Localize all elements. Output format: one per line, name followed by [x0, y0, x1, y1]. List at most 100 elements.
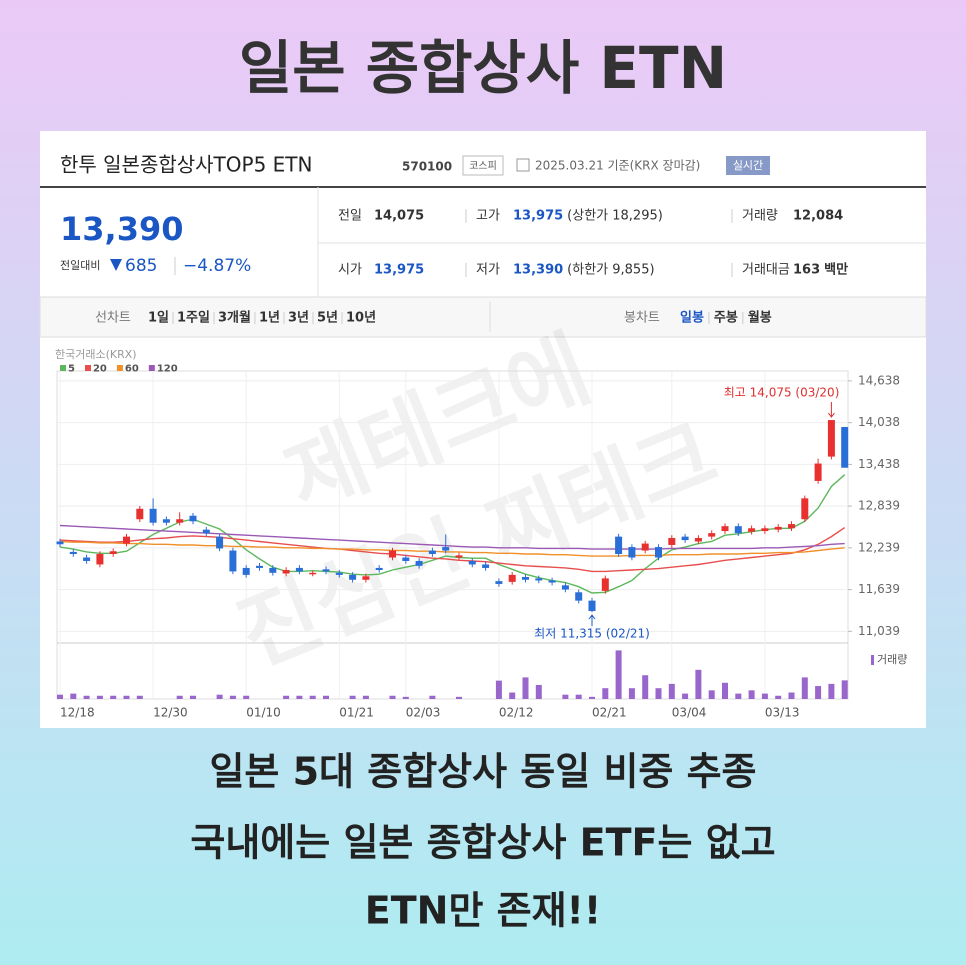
- candle-body: [708, 533, 716, 537]
- x-tick-label: 12/30: [153, 706, 188, 720]
- candle-body: [561, 585, 569, 590]
- candle-body: [242, 567, 250, 575]
- candle-body: [189, 515, 197, 522]
- stat-value: 13,975: [374, 263, 424, 278]
- candle-body: [428, 550, 436, 555]
- candle-body: [668, 538, 676, 545]
- page-title: 일본 종합상사 ETN: [239, 34, 727, 102]
- candle-body: [96, 554, 104, 565]
- y-tick-label: 12,239: [858, 540, 900, 554]
- period-tab[interactable]: 10년: [346, 311, 376, 326]
- volume-bar: [682, 693, 689, 699]
- low-arrow: [588, 614, 596, 627]
- volume-bar: [602, 688, 609, 699]
- candle-chart-label: 봉차트: [624, 311, 660, 326]
- ma-line: [59, 524, 845, 550]
- period-tab[interactable]: 1년: [259, 311, 280, 326]
- ma-line: [59, 527, 846, 573]
- candle-body: [123, 536, 130, 544]
- footer-line: 일본 5대 종합상사 동일 비중 추종: [209, 750, 756, 794]
- x-tick-label: 01/10: [246, 706, 281, 720]
- realtime[interactable]: 실시간: [733, 159, 763, 172]
- candle-tab[interactable]: 일봉: [680, 311, 704, 326]
- x-tick-label: 03/13: [765, 706, 800, 720]
- volume-bar: [389, 695, 396, 699]
- volume-bar: [429, 695, 436, 699]
- candle-tab[interactable]: 월봉: [748, 310, 772, 326]
- volume-bar: [495, 680, 502, 699]
- change-label: 전일대비: [60, 258, 100, 272]
- volume-bar: [535, 684, 542, 699]
- realtime-badge[interactable]: [726, 156, 770, 175]
- volume-bar: [761, 693, 768, 699]
- candle-body: [681, 536, 689, 541]
- period-tab[interactable]: 3개월: [218, 310, 251, 326]
- volume-bar: [735, 693, 742, 699]
- volume-bar: [722, 682, 728, 699]
- volume-bar: [70, 693, 77, 699]
- candle-body: [522, 576, 529, 580]
- down-arrow: [110, 259, 122, 271]
- volume-bar: [362, 695, 369, 699]
- period-tab[interactable]: 5년: [317, 311, 338, 326]
- volume-bar: [216, 694, 223, 699]
- stat-label: 거래량: [742, 209, 778, 224]
- volume-bar: [123, 695, 130, 699]
- candle-body: [389, 550, 396, 558]
- volume-bar: [229, 695, 236, 699]
- candle-body: [575, 592, 583, 601]
- high-annotation: 최고 14,075 (03/20): [724, 386, 840, 400]
- candle-body: [548, 580, 556, 583]
- stat-label: 전일: [338, 209, 362, 224]
- y-tick-label: 11,039: [858, 624, 900, 638]
- candle-body: [309, 572, 317, 575]
- volume-bar: [695, 669, 702, 699]
- stat-value: 13,975: [513, 209, 563, 224]
- volume-bar: [323, 695, 329, 699]
- x-tick-label: 03/04: [672, 706, 707, 720]
- volume-bar: [801, 677, 808, 699]
- ma-line: [59, 540, 845, 557]
- candle-body: [322, 569, 330, 572]
- stat-value: 13,390: [513, 263, 563, 278]
- candle-body: [721, 526, 729, 532]
- candle-body: [176, 519, 184, 523]
- period-tab[interactable]: 1일: [148, 311, 169, 326]
- high-arrow: [828, 402, 835, 418]
- candle-tab[interactable]: 주봉: [714, 311, 738, 326]
- candle-body: [269, 567, 277, 573]
- change: 685: [125, 256, 157, 276]
- y-tick-label: 11,639: [858, 582, 900, 596]
- period-tab[interactable]: 3년: [288, 311, 309, 326]
- candle-body: [601, 578, 609, 591]
- stat-value: 163: [793, 263, 820, 278]
- footer-line: 국내에는 일본 종합상사 ETF는 없고: [190, 821, 775, 865]
- candle-body: [774, 526, 782, 530]
- volume-bar: [522, 677, 529, 699]
- candle-body: [282, 570, 290, 574]
- volume-bar: [841, 680, 848, 699]
- candle-body: [788, 524, 795, 529]
- candle-body: [202, 529, 210, 534]
- card: [40, 131, 926, 728]
- period-tab[interactable]: 1주일: [177, 311, 210, 326]
- volume-bar: [655, 688, 662, 699]
- footer-line: ETN만 존재!!: [365, 889, 601, 933]
- candle-body: [402, 557, 410, 561]
- candle-body: [83, 557, 91, 561]
- candle-body: [588, 600, 596, 612]
- legend-label: 60: [125, 364, 139, 375]
- stat-label: 시가: [338, 263, 362, 278]
- stat-note: (하한가 9,855): [567, 263, 654, 278]
- volume-bar: [456, 696, 462, 699]
- quote-date: 2025.03.21 기준(KRX 장마감): [535, 159, 700, 173]
- volume-bar: [96, 695, 103, 699]
- volume-bar: [509, 692, 516, 699]
- candle-body: [655, 547, 662, 558]
- etn-name: 한투 일본종합상사TOP5 ETN: [60, 153, 312, 177]
- volume-bar: [628, 688, 635, 699]
- legend-label: 5: [68, 364, 75, 375]
- candle-body: [349, 574, 357, 580]
- volume-bar: [190, 695, 196, 699]
